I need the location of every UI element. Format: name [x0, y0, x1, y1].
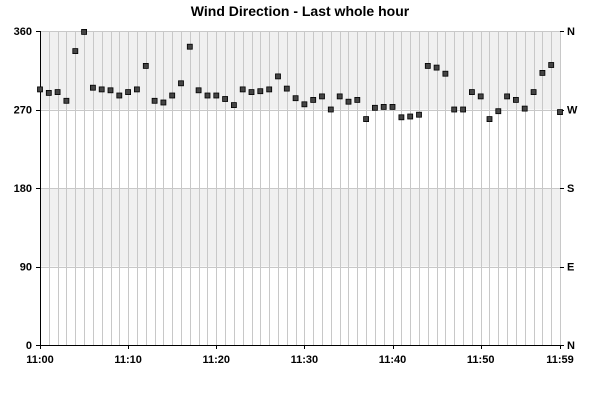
data-point	[380, 104, 387, 110]
data-point	[513, 97, 519, 103]
compass-label: E	[567, 262, 574, 274]
data-point	[90, 84, 96, 91]
data-point	[310, 97, 317, 103]
data-point	[371, 104, 378, 111]
data-point	[327, 106, 334, 113]
data-point	[151, 97, 158, 104]
data-point	[407, 113, 414, 120]
data-point	[239, 86, 246, 93]
data-point	[468, 89, 475, 95]
data-point	[336, 93, 343, 100]
compass-label: S	[567, 183, 574, 195]
data-point	[345, 98, 352, 105]
data-point	[424, 63, 431, 69]
data-point	[116, 92, 123, 99]
data-point	[398, 114, 405, 121]
data-point	[557, 109, 563, 115]
data-point	[539, 70, 546, 76]
data-points	[37, 28, 563, 122]
data-point	[275, 73, 281, 80]
data-point	[178, 80, 184, 87]
data-point	[72, 48, 79, 54]
y-tick-label: 360	[14, 26, 32, 38]
band-270-360	[40, 31, 560, 110]
data-point	[451, 106, 458, 113]
data-point	[133, 86, 140, 93]
x-tick-labels: 11:00 11:10 11:20 11:30 11:40 11:50 11:59	[26, 354, 574, 366]
compass-tick-labels: N E S W N	[567, 26, 578, 352]
data-point	[363, 116, 370, 122]
data-point	[433, 64, 440, 71]
data-point	[389, 104, 396, 110]
data-point	[495, 108, 502, 115]
x-tick-label: 11:40	[379, 354, 407, 366]
data-point	[63, 97, 70, 104]
y-tick-label: 90	[20, 262, 32, 274]
x-tick-label: 11:20	[203, 354, 231, 366]
data-point	[160, 99, 167, 106]
data-point	[354, 97, 361, 103]
data-point	[54, 89, 61, 95]
data-point	[319, 93, 325, 100]
data-point	[37, 86, 43, 93]
data-point	[530, 89, 537, 95]
data-point	[98, 86, 105, 93]
data-point	[45, 90, 52, 96]
data-point	[442, 70, 449, 77]
data-point	[301, 101, 308, 108]
data-point	[477, 93, 484, 100]
data-point	[521, 105, 528, 112]
data-point	[204, 92, 211, 99]
data-point	[169, 92, 176, 99]
x-tick-label: 11:00	[26, 354, 54, 366]
x-tick-label: 11:10	[114, 354, 142, 366]
compass-label: N	[567, 340, 575, 352]
y-tick-label: 270	[14, 105, 32, 117]
data-point	[142, 63, 149, 69]
y-tick-labels: 0 90 180 270 360	[14, 26, 32, 352]
compass-label: W	[567, 105, 578, 117]
x-tick-label: 11:50	[467, 354, 495, 366]
band-90-180	[40, 188, 560, 267]
data-point	[248, 89, 255, 95]
data-point	[283, 85, 290, 92]
data-point	[107, 87, 114, 94]
y-tick-label: 0	[26, 340, 32, 352]
band-180-270	[40, 109, 560, 188]
data-point	[81, 28, 87, 35]
band-0-90	[40, 266, 560, 345]
data-point	[416, 111, 422, 118]
y-tick-label: 180	[14, 183, 32, 195]
x-tick-label: 11:59	[546, 354, 574, 366]
band-layer	[40, 31, 560, 345]
data-point	[504, 93, 511, 100]
data-point	[266, 86, 273, 93]
data-point	[460, 106, 467, 113]
data-point	[257, 88, 264, 95]
data-point	[486, 116, 493, 122]
data-point	[230, 102, 237, 108]
horizontal-grid	[40, 31, 560, 268]
compass-label: N	[567, 26, 575, 38]
data-point	[548, 62, 555, 68]
data-point	[292, 95, 299, 102]
data-point	[195, 87, 202, 94]
x-tick-label: 11:30	[291, 354, 319, 366]
data-point	[186, 43, 193, 50]
data-point	[222, 96, 229, 102]
chart-title: Wind Direction - Last whole hour	[191, 3, 410, 19]
data-point	[213, 92, 220, 99]
data-point	[125, 89, 131, 95]
